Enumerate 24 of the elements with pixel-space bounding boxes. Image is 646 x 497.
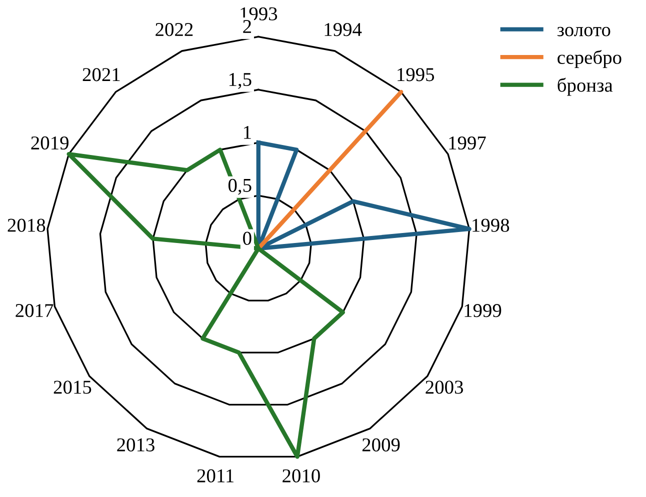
spoke-label: 1998 [472,218,510,232]
spoke-label: 2021 [82,68,120,82]
legend-label: серебро [558,50,622,68]
y-tick-label: 2 [243,20,251,33]
y-tick-label: 1,5 [229,73,252,89]
spoke-label: 2013 [117,438,154,452]
spoke-label: 2009 [362,438,400,452]
legend-label: бронза [558,78,613,96]
spoke-label: 2019 [31,136,68,150]
spoke-label: 2015 [54,380,92,394]
spoke-label: 1995 [398,68,434,82]
spoke-label: 2010 [282,469,320,482]
spoke-label: 2011 [197,469,234,482]
spoke-label: 2003 [426,380,464,394]
spoke-label: 2017 [16,304,54,318]
y-tick-label: 0 [243,232,252,245]
spoke-label: 1994 [324,23,362,36]
spoke-label: 1997 [449,136,486,150]
spoke-label: 2018 [8,218,46,232]
y-tick-label: 1 [244,126,251,139]
spoke-label: 1999 [464,304,502,318]
spoke-label: 2022 [156,22,193,36]
legend-label: золото [557,26,610,36]
y-tick-label: 0,5 [228,178,252,195]
